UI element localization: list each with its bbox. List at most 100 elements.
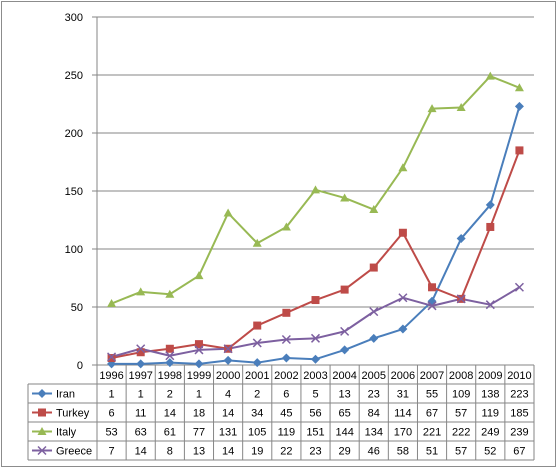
table-value: 56 <box>309 408 321 420</box>
y-tick-label: 250 <box>65 70 83 82</box>
data-point-turkey <box>369 263 378 272</box>
data-point-turkey <box>398 228 407 237</box>
table-value: 77 <box>193 427 205 439</box>
table-value: 14 <box>135 446 147 458</box>
x-tick-label: 1996 <box>99 370 123 382</box>
table-value: 58 <box>397 446 409 458</box>
table-value: 249 <box>481 427 499 439</box>
table-value: 14 <box>164 408 176 420</box>
data-point-iran <box>369 333 379 343</box>
data-point-italy <box>107 299 117 308</box>
data-point-greece <box>514 282 524 292</box>
table-value: 6 <box>109 408 115 420</box>
x-tick-label: 2002 <box>274 370 298 382</box>
y-tick-label: 300 <box>65 12 83 24</box>
data-point-iran <box>514 101 524 111</box>
series-line-iran <box>111 106 521 365</box>
data-point-turkey <box>194 340 203 349</box>
legend-key-marker <box>37 389 47 398</box>
table-value: 109 <box>452 389 470 401</box>
data-point-greece <box>310 333 321 343</box>
x-tick-label: 2009 <box>478 370 502 382</box>
table-value: 29 <box>339 446 351 458</box>
data-point-greece <box>252 338 262 348</box>
table-value: 45 <box>280 408 292 420</box>
table-value: 7 <box>109 446 115 458</box>
x-tick-label: 1998 <box>158 370 182 382</box>
data-point-italy <box>223 208 233 217</box>
series-line-turkey <box>111 150 521 360</box>
table-value: 67 <box>513 446 525 458</box>
table-value: 52 <box>484 446 496 458</box>
data-point-greece <box>136 344 146 354</box>
data-point-greece <box>165 351 175 361</box>
data-point-turkey <box>486 222 495 231</box>
x-tick-label: 2010 <box>507 370 531 382</box>
table-value: 185 <box>510 408 528 420</box>
table-value: 13 <box>193 446 205 458</box>
x-tick-label: 2005 <box>362 370 386 382</box>
table-value: 170 <box>394 427 412 439</box>
table-value: 22 <box>280 446 292 458</box>
data-point-turkey <box>282 308 291 317</box>
table-value: 239 <box>510 427 528 439</box>
table-value: 1 <box>109 389 115 401</box>
legend-key-marker <box>38 408 46 417</box>
table-value: 34 <box>251 408 263 420</box>
table-value: 31 <box>397 389 409 401</box>
table-value: 55 <box>426 389 438 401</box>
data-point-italy <box>514 83 524 92</box>
legend-label: Italy <box>56 427 77 439</box>
data-point-italy <box>136 287 146 296</box>
table-value: 5 <box>312 389 318 401</box>
table-value: 114 <box>394 408 412 420</box>
x-tick-label: 1999 <box>187 370 211 382</box>
data-point-iran <box>398 324 408 334</box>
table-value: 134 <box>365 427 383 439</box>
data-point-turkey <box>165 344 174 353</box>
legend-label: Turkey <box>56 408 90 420</box>
x-tick-label: 2000 <box>216 370 240 382</box>
y-tick-label: 200 <box>65 128 83 140</box>
table-value: 1 <box>196 389 202 401</box>
table-value: 2 <box>167 389 173 401</box>
table-value: 105 <box>248 427 266 439</box>
table-value: 53 <box>105 427 117 439</box>
table-value: 13 <box>339 389 351 401</box>
data-point-greece <box>281 334 291 345</box>
data-point-iran <box>194 359 204 369</box>
table-value: 84 <box>368 408 380 420</box>
table-value: 46 <box>368 446 380 458</box>
data-point-iran <box>281 353 291 363</box>
data-point-italy <box>252 238 262 247</box>
data-point-turkey <box>107 354 116 363</box>
data-point-iran <box>485 200 495 210</box>
table-value: 119 <box>482 408 500 420</box>
data-point-iran <box>223 355 233 365</box>
table-value: 57 <box>455 408 467 420</box>
table-value: 67 <box>426 408 438 420</box>
data-point-greece <box>223 344 233 354</box>
table-value: 19 <box>251 446 263 458</box>
data-point-greece <box>107 352 117 362</box>
x-tick-label: 2006 <box>391 370 415 382</box>
x-tick-label: 2004 <box>332 370 356 382</box>
table-value: 65 <box>339 408 351 420</box>
data-point-iran <box>456 234 466 244</box>
legend-label: Iran <box>56 389 75 401</box>
data-point-turkey <box>515 146 524 155</box>
legend-label: Greece <box>56 446 92 458</box>
table-value: 144 <box>335 427 353 439</box>
data-point-italy <box>398 163 408 172</box>
table-value: 138 <box>481 389 499 401</box>
data-point-italy <box>311 185 320 194</box>
table-value: 18 <box>193 408 205 420</box>
data-point-italy <box>281 222 291 231</box>
legend-key-marker <box>37 445 47 456</box>
table-value: 223 <box>510 389 528 401</box>
data-point-iran <box>252 358 262 368</box>
data-point-greece <box>369 307 379 317</box>
data-point-greece <box>485 300 495 310</box>
table-value: 8 <box>167 446 173 458</box>
